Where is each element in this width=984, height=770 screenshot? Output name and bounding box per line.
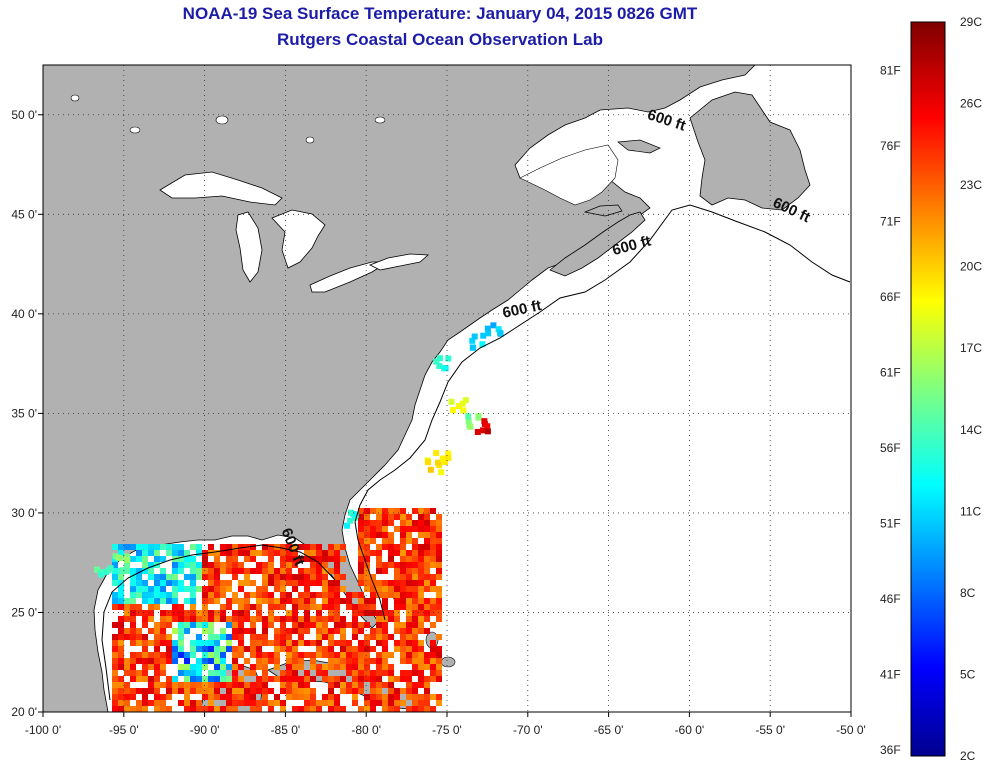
colorbar-fahrenheit-label: 71F [880, 214, 901, 228]
map-frame [42, 64, 852, 713]
colorbar-celsius-label: 11C [960, 504, 981, 518]
map-axis-labels: -100 0' -95 0' -90 0' -85 0' -80 0' -75 0' -70… [11, 108, 865, 737]
y-tick-label: 30 0' [11, 506, 37, 520]
colorbar-celsius-label: 26C [960, 97, 982, 111]
isobath-600ft-gulf [101, 544, 336, 701]
x-tick-label: -100 0' [25, 723, 61, 737]
great-lakes [159, 171, 430, 293]
x-tick-label: -90 0' [190, 723, 220, 737]
colorbar-fahrenheit-label: 46F [880, 592, 901, 606]
isobath-600ft [354, 204, 851, 621]
y-tick-label: 35 0' [11, 406, 37, 420]
x-tick-label: -60 0' [675, 723, 705, 737]
colorbar-celsius-label: 8C [960, 586, 976, 600]
x-tick-label: -65 0' [594, 723, 624, 737]
colorbar-celsius-label: 17C [960, 341, 982, 355]
colorbar-fahrenheit-label: 61F [880, 365, 901, 379]
nova-scotia-land [549, 211, 646, 277]
x-tick-label: -85 0' [271, 723, 301, 737]
map-gridlines [38, 65, 852, 717]
anticosti-land [617, 139, 661, 154]
y-tick-label: 25 0' [11, 605, 37, 619]
x-tick-label: -55 0' [755, 723, 785, 737]
pei-land [583, 204, 623, 217]
st-lawrence-gulf [519, 144, 619, 206]
colorbar-fahrenheit-label: 41F [880, 667, 901, 681]
colorbar-celsius-label: 14C [960, 423, 982, 437]
map-title: NOAA-19 Sea Surface Temperature: January… [182, 4, 698, 23]
colorbar-celsius-label: 20C [960, 260, 982, 274]
x-tick-label: -80 0' [351, 723, 381, 737]
colorbar-fahrenheit-label: 56F [880, 441, 901, 455]
y-tick-label: 20 0' [11, 705, 37, 719]
colorbar-celsius-label: 29C [960, 15, 982, 29]
newfoundland-land [689, 91, 811, 211]
y-tick-label: 40 0' [11, 307, 37, 321]
colorbar-celsius-label: 23C [960, 178, 982, 192]
y-tick-label: 45 0' [11, 207, 37, 221]
x-tick-label: -75 0' [432, 723, 462, 737]
colorbar-celsius-label: 5C [960, 667, 976, 681]
map-subtitle: Rutgers Coastal Ocean Observation Lab [277, 30, 603, 49]
sst-data-region [93, 322, 504, 712]
colorbar-fahrenheit-label: 81F [880, 63, 901, 77]
colorbar-fahrenheit-label: 36F [880, 743, 901, 757]
x-tick-label: -50 0' [836, 723, 866, 737]
colorbar-celsius-label: 2C [960, 749, 976, 763]
x-tick-label: -95 0' [109, 723, 139, 737]
colorbar-fahrenheit-label: 51F [880, 516, 901, 530]
y-tick-label: 50 0' [11, 108, 37, 122]
colorbar-labels: 29C 26C 23C 20C 17C 14C 11C 8C 5C 2C 81F 76F 71F 66F 6… [880, 15, 982, 763]
north-america-land [43, 65, 756, 712]
colorbar-scale [910, 21, 946, 757]
inland-lakes [70, 94, 386, 144]
colorbar-fahrenheit-label: 76F [880, 139, 901, 153]
x-tick-label: -70 0' [513, 723, 543, 737]
colorbar-fahrenheit-label: 66F [880, 290, 901, 304]
